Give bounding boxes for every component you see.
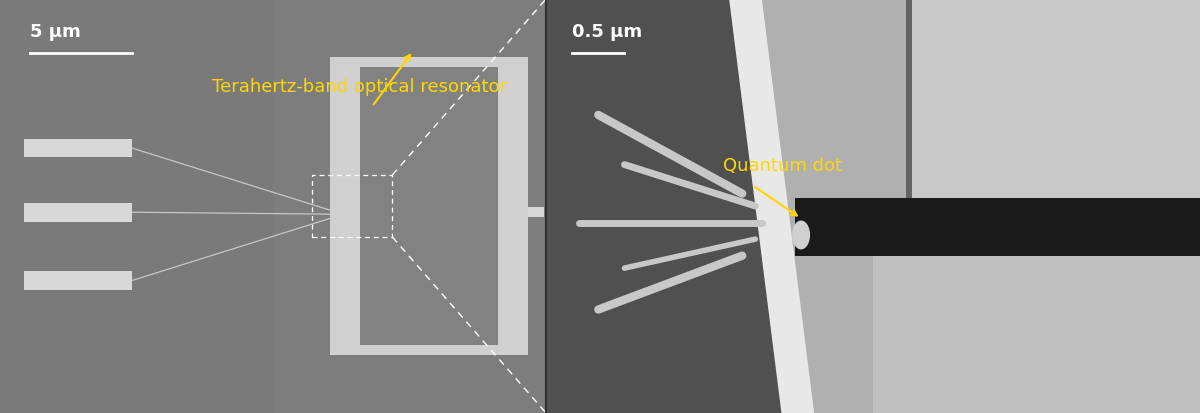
Text: 5 μm: 5 μm xyxy=(30,24,80,41)
Text: 0.5 μm: 0.5 μm xyxy=(572,24,642,41)
Bar xyxy=(874,256,1200,413)
Bar xyxy=(546,0,1200,413)
Bar xyxy=(274,0,546,413)
Bar xyxy=(24,272,132,290)
Bar xyxy=(330,231,360,355)
Bar xyxy=(794,198,1200,256)
Text: Terahertz-band optical resonator: Terahertz-band optical resonator xyxy=(212,78,508,96)
Bar xyxy=(24,140,132,158)
Bar xyxy=(312,176,392,237)
Bar xyxy=(912,0,1200,198)
Ellipse shape xyxy=(792,221,810,250)
Polygon shape xyxy=(742,0,906,413)
Bar xyxy=(330,58,360,182)
Bar xyxy=(24,204,132,222)
Bar xyxy=(330,182,356,231)
Bar xyxy=(528,208,544,218)
Bar xyxy=(546,0,794,413)
Text: Quantum dot: Quantum dot xyxy=(722,156,841,174)
Bar xyxy=(330,58,528,355)
Bar xyxy=(0,0,546,413)
Polygon shape xyxy=(730,0,814,413)
Bar xyxy=(360,68,498,345)
